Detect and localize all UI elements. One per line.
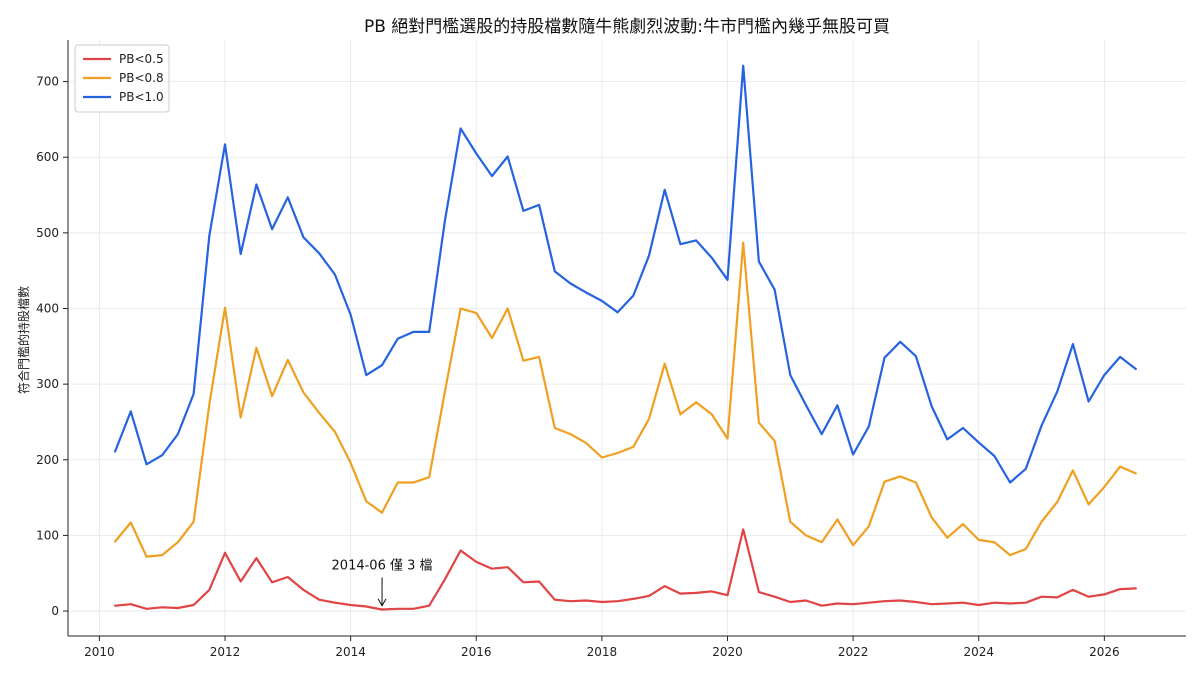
x-tick-label: 2024 (963, 645, 994, 659)
legend-label: PB<0.5 (119, 52, 164, 66)
x-tick-label: 2010 (84, 645, 115, 659)
legend-label: PB<1.0 (119, 90, 164, 104)
legend-box (74, 44, 170, 113)
legend-label: PB<0.8 (119, 71, 164, 85)
axes: 2010 2012 2014 2016 2018 2020 2022 2024 2026 0 100… (36, 40, 1186, 659)
y-tick-label: 200 (36, 453, 59, 467)
y-axis-label: 符合門檻的持股檔數 (16, 286, 31, 394)
annotations: 2014-06 僅 3 檔 (332, 558, 433, 607)
series-line-PB<1.0 (113, 64, 1137, 484)
x-tick-label: 2016 (461, 645, 492, 659)
x-tick-label: 2022 (838, 645, 869, 659)
legend: PB<0.5 PB<0.8 PB<1.0 (74, 44, 170, 113)
y-tick-label: 600 (36, 150, 59, 164)
x-tick-label: 2020 (712, 645, 743, 659)
series-line-PB<0.8 (113, 241, 1137, 558)
series-line-PB<0.5 (113, 528, 1137, 611)
series-lines (113, 64, 1137, 611)
grid (68, 40, 1186, 636)
annotation-text: 2014-06 僅 3 檔 (332, 558, 433, 573)
y-tick-label: 400 (36, 302, 59, 316)
chart-title: PB 絕對門檻選股的持股檔數隨牛熊劇烈波動:牛市門檻內幾乎無股可買 (364, 17, 890, 37)
y-tick-label: 500 (36, 226, 59, 240)
y-tick-label: 300 (36, 377, 59, 391)
y-tick-label: 0 (51, 604, 59, 618)
x-tick-label: 2026 (1089, 645, 1120, 659)
x-tick-label: 2018 (587, 645, 618, 659)
annotation-arrowhead (377, 598, 387, 607)
y-tick-label: 100 (36, 528, 59, 542)
y-tick-label: 700 (36, 75, 59, 89)
x-tick-label: 2012 (210, 645, 241, 659)
x-tick-label: 2014 (335, 645, 366, 659)
